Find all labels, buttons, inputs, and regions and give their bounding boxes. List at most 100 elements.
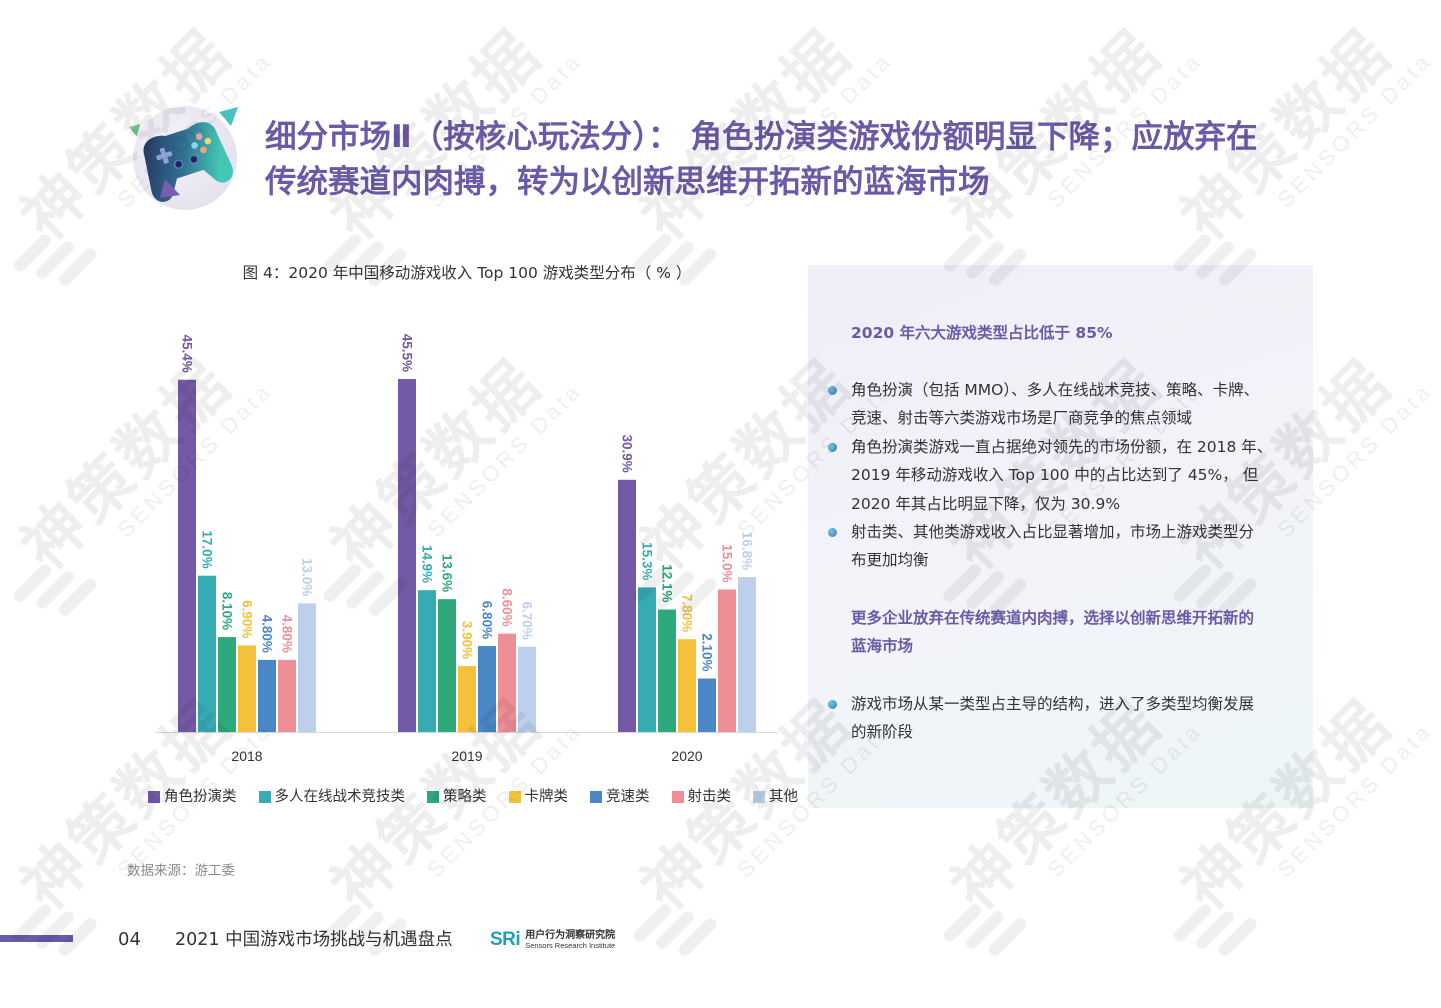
bullet-dot-icon — [827, 700, 837, 709]
watermark-stripe — [56, 245, 99, 289]
legend-label-3: 策略类 — [443, 789, 487, 805]
institute-logo: SRi 用户行为洞察研究院 Sensors Research Institute — [490, 929, 615, 951]
legend-item-6: 射击类 — [671, 788, 732, 806]
page-title: 细分市场Ⅱ（按核心玩法分）： 角色扮演类游戏份额明显下降；应放弃在 传统赛道内肉… — [265, 115, 1257, 205]
watermark-stripe — [33, 568, 77, 612]
watermark-stripe — [33, 238, 77, 282]
report-title: 2021 中国游戏市场挑战与机遇盘点 — [175, 930, 453, 950]
bar-2018-series-7 — [298, 603, 316, 732]
bar-label-2018-series-7: 13.0% — [300, 558, 315, 596]
bar-label-2018-series-6: 4.80% — [280, 615, 295, 653]
logo-mark: SRi — [490, 929, 521, 950]
x-tick-label-2019: 2019 — [451, 748, 482, 764]
legend-label-6: 射击类 — [687, 789, 732, 805]
legend-swatch-1 — [148, 791, 160, 803]
bar-chart: 45.4% 17.0% 8.10% 6.90% 4.80% 4.80% 13.0% 2018 4… — [155, 334, 778, 764]
logo-name-cn: 用户行为洞察研究院 — [525, 930, 616, 941]
bar-2019-series-7 — [518, 646, 536, 732]
bullet-dot-icon — [827, 528, 837, 537]
legend-swatch-3 — [427, 791, 439, 803]
bar-2020-series-1 — [618, 479, 636, 732]
watermark-stripe — [631, 901, 674, 945]
watermark-stripe — [1171, 901, 1214, 945]
bar-2020-series-3 — [658, 609, 676, 732]
watermark-logo-icon — [11, 216, 99, 304]
watermark-stripe — [963, 908, 1007, 952]
footer-accent-bar — [0, 935, 73, 942]
legend-item-7: 其他 — [753, 788, 798, 806]
bar-2020-series-5 — [698, 678, 716, 732]
watermark-stripe — [653, 908, 697, 952]
bar-2020-series-2 — [638, 587, 656, 732]
legend-item-4: 卡牌类 — [508, 788, 569, 806]
watermark-logo-icon — [11, 546, 99, 634]
watermark-stripe — [676, 915, 719, 959]
legend-swatch-7 — [753, 791, 765, 803]
bar-2018-series-1 — [178, 379, 196, 732]
panel-bullet-4: 游戏市场从某一类型占主导的结构，进入了多类型均衡发展 的新阶段 — [851, 694, 1255, 742]
bullet-dot-icon — [827, 443, 837, 452]
legend-swatch-6 — [671, 791, 684, 803]
watermark-stripe — [941, 901, 984, 945]
legend-label-7: 其他 — [769, 789, 798, 805]
bar-label-2020-series-3: 12.1% — [660, 564, 675, 602]
bar-label-2019-series-2: 14.9% — [420, 545, 435, 583]
legend-label-1: 角色扮演类 — [164, 789, 237, 805]
watermark-stripe — [1216, 915, 1259, 959]
bar-2019-series-3 — [438, 599, 456, 732]
bar-2018-series-5 — [258, 659, 276, 732]
watermark-stripe — [11, 231, 54, 275]
panel-heading-1: 2020 年六大游戏类型占比低于 85% — [851, 324, 1113, 342]
legend-swatch-5 — [590, 791, 602, 803]
bar-2019-series-4 — [458, 666, 476, 732]
bar-2019-series-5 — [478, 646, 496, 732]
x-tick-label-2018: 2018 — [231, 748, 262, 764]
bar-2018-series-3 — [218, 637, 236, 732]
bar-label-2018-series-4: 6.90% — [240, 600, 255, 638]
legend-item-5: 竞速类 — [590, 788, 650, 806]
watermark-stripe — [986, 915, 1029, 959]
bar-label-2019-series-3: 13.6% — [440, 554, 455, 592]
bar-label-2019-series-4: 3.90% — [460, 621, 475, 659]
logo-text: 用户行为洞察研究院 Sensors Research Institute — [525, 930, 615, 950]
bar-2019-series-1 — [398, 379, 416, 732]
legend-item-1: 角色扮演类 — [148, 788, 237, 806]
legend-label-5: 竞速类 — [606, 789, 650, 805]
bar-2020-series-7 — [738, 577, 756, 732]
panel-bullet-2: 角色扮演类游戏一直占据绝对领先的市场份额，在 2018 年、 2019 年移动游… — [851, 437, 1273, 513]
watermark-stripe — [33, 908, 77, 952]
bar-label-2020-series-1: 30.9% — [620, 435, 635, 473]
data-source: 数据来源：游工委 — [127, 863, 235, 879]
bar-label-2018-series-3: 8.10% — [220, 592, 235, 630]
watermark-logo-icon — [631, 886, 719, 974]
panel-bullet-3: 射击类、其他类游戏收入占比显著增加，市场上游戏类型分 布更加均衡 — [851, 522, 1255, 570]
bar-label-2019-series-5: 6.80% — [480, 601, 495, 639]
panel-heading-2: 更多企业放弃在传统赛道内肉搏，选择以创新思维开拓新的 蓝海市场 — [851, 609, 1255, 655]
page-title-line-1: 细分市场Ⅱ（按核心玩法分）： 角色扮演类游戏份额明显下降；应放弃在 — [265, 119, 1258, 155]
watermark-stripe — [56, 575, 99, 619]
panel-bullet-1: 角色扮演（包括 MMO）、多人在线战术竞技、策略、卡牌、 竞速、射击等六类游戏市… — [851, 380, 1260, 428]
bar-2018-series-2 — [198, 575, 216, 732]
bar-label-2019-series-7: 6.70% — [520, 601, 535, 639]
bar-2019-series-6 — [498, 633, 516, 732]
watermark-stripe — [1193, 908, 1237, 952]
bar-label-2020-series-2: 15.3% — [640, 542, 655, 580]
watermark-logo-icon — [11, 886, 99, 974]
bar-2018-series-4 — [238, 645, 256, 732]
legend-label-2: 多人在线战术竞技类 — [274, 789, 406, 805]
bar-label-2020-series-5: 2.10% — [700, 633, 715, 671]
logo-name-en: Sensors Research Institute — [525, 941, 616, 950]
bar-label-2020-series-6: 15.0% — [720, 544, 735, 582]
watermark-logo-icon — [321, 216, 409, 304]
bar-2020-series-6 — [718, 589, 736, 732]
bar-label-2018-series-5: 4.80% — [260, 615, 275, 653]
game-controller-icon — [129, 106, 238, 210]
watermark-logo-icon — [1171, 886, 1259, 974]
bar-label-2020-series-4: 7.80% — [680, 594, 695, 632]
bar-2019-series-2 — [418, 590, 436, 732]
legend-label-4: 卡牌类 — [524, 789, 569, 805]
page-number: 04 — [118, 929, 141, 950]
chart-title: 图 4：2020 年中国移动游戏收入 Top 100 游戏类型分布（ % ） — [242, 264, 692, 282]
bar-label-2019-series-6: 8.60% — [500, 588, 515, 626]
